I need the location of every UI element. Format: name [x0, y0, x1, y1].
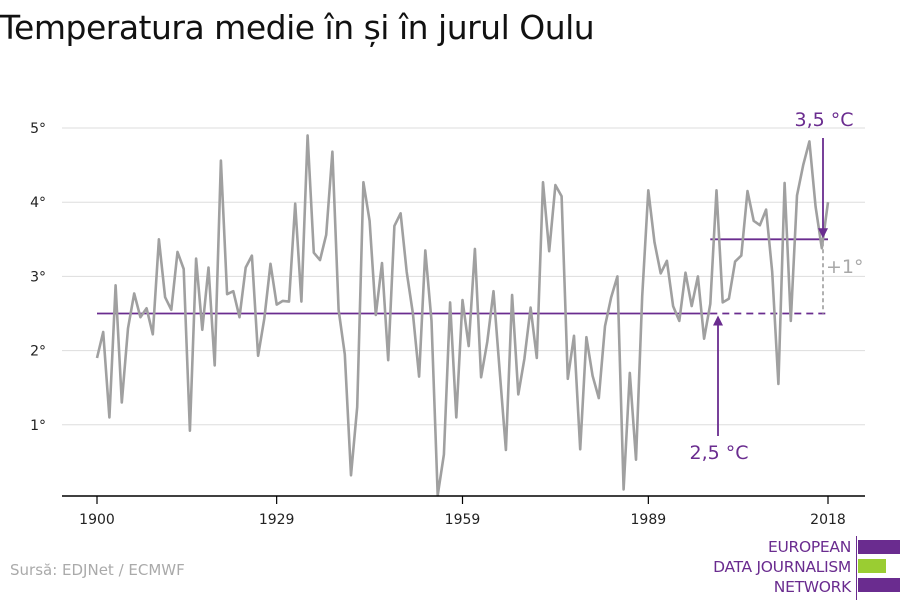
source-note: Sursă: EDJNet / ECMWF	[10, 561, 185, 579]
logo-line-3: NETWORK	[773, 578, 852, 596]
logo-bar-purple-bottom	[858, 578, 900, 592]
logo-line-2: DATA JOURNALISM	[713, 558, 851, 576]
y-axis-ticks: 1° 2° 3° 4° 5°	[30, 121, 46, 434]
annotations: +1° 3,5 °C 2,5 °C	[689, 109, 863, 464]
y-tick-label-4: 4°	[30, 195, 46, 211]
chart-title: Temperatura medie în și în jurul Oulu	[0, 8, 595, 47]
label-baseline-average: 2,5 °C	[689, 442, 748, 464]
edjnet-logo: EUROPEAN DATA JOURNALISM NETWORK	[702, 536, 900, 600]
logo-bar-green	[858, 559, 886, 573]
x-tick-label-1929: 1929	[259, 512, 295, 528]
y-tick-label-1: 1°	[30, 418, 46, 434]
x-tick-label-1989: 1989	[631, 512, 667, 528]
arrow-baseline-head	[713, 315, 723, 326]
x-tick-label-2018: 2018	[810, 512, 846, 528]
x-tick-label-1959: 1959	[445, 512, 481, 528]
label-recent-average: 3,5 °C	[794, 109, 853, 131]
y-tick-label-5: 5°	[30, 121, 46, 137]
x-tick-label-1900: 1900	[79, 512, 115, 528]
temperature-series-line	[95, 134, 830, 497]
logo-line-1: EUROPEAN	[767, 538, 851, 556]
logo-divider	[856, 536, 857, 600]
logo-bar-purple-top	[858, 540, 900, 554]
y-tick-label-2: 2°	[30, 344, 46, 360]
grid-lines	[62, 127, 865, 426]
difference-label: +1°	[826, 256, 864, 278]
arrow-recent-head	[818, 228, 828, 239]
x-axis: 1900 1929 1959 1989 2018	[62, 495, 865, 528]
y-tick-label-3: 3°	[30, 269, 46, 285]
